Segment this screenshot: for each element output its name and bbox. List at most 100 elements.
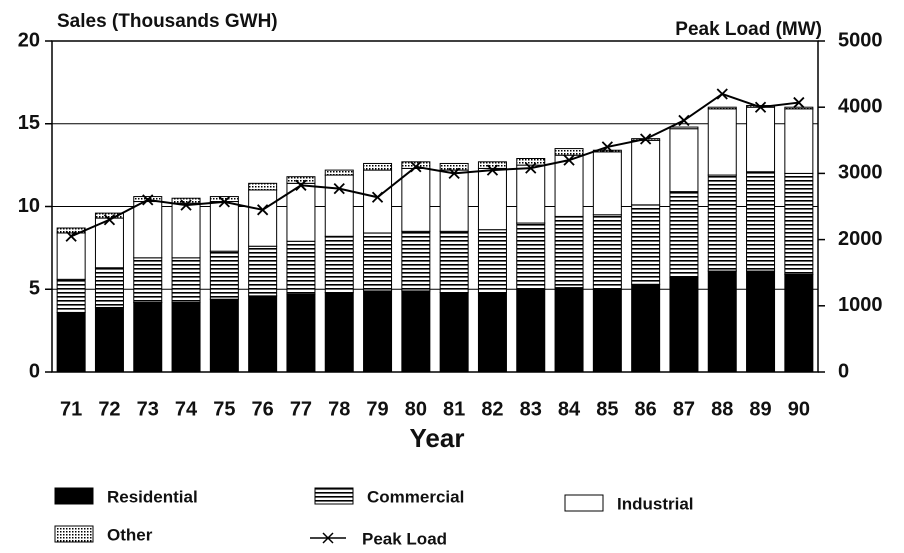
line-marker — [716, 88, 728, 100]
bar-segment — [784, 106, 814, 110]
x-tick-label: 90 — [788, 398, 810, 420]
bar-segment — [707, 108, 737, 176]
bar-segment — [94, 267, 124, 308]
line-marker — [333, 182, 345, 195]
bar-segment — [56, 311, 86, 373]
bar-segment — [592, 288, 622, 373]
bar-segment — [286, 182, 316, 242]
bar-segment — [631, 283, 661, 373]
x-tick-label: 73 — [137, 398, 159, 420]
bar-segment — [209, 298, 239, 373]
legend-marker — [322, 532, 334, 544]
legend-label: Residential — [107, 487, 198, 506]
bar-segment — [439, 230, 469, 294]
bar-segment — [784, 108, 814, 174]
x-tick-label: 88 — [711, 398, 733, 420]
bar-segment — [94, 217, 124, 269]
bar-segment — [324, 174, 354, 237]
line-marker — [640, 133, 652, 145]
x-tick-label: 85 — [596, 398, 618, 420]
line-marker — [142, 194, 154, 206]
line-marker — [754, 101, 767, 113]
line-marker — [371, 191, 384, 203]
x-tick-label: 77 — [290, 398, 312, 420]
y2-tick-label: 3000 — [838, 162, 883, 184]
line-marker — [103, 214, 116, 226]
x-tick-label: 86 — [635, 398, 657, 420]
bar-segment — [746, 106, 776, 173]
bar-segment — [401, 290, 431, 373]
bar-segment — [669, 277, 699, 373]
bar-segment — [133, 301, 163, 373]
bar-segment — [209, 250, 239, 300]
line-marker — [218, 196, 230, 208]
bar-segment — [516, 164, 546, 224]
line-marker — [410, 161, 422, 173]
y2-tick-label: 1000 — [838, 294, 883, 316]
bar-segment — [56, 278, 86, 313]
line-marker — [448, 167, 460, 180]
bar-segment — [784, 273, 814, 373]
bar-segment — [286, 240, 316, 295]
bar-segment — [324, 235, 354, 294]
bar-segment — [516, 288, 546, 373]
bar-segment — [439, 292, 469, 373]
x-tick-label: 87 — [673, 398, 695, 420]
bar-segment — [363, 169, 393, 234]
bar-segment — [631, 139, 661, 206]
bar-segment — [477, 167, 507, 231]
line-marker — [601, 141, 613, 153]
bar-segment — [133, 257, 163, 303]
bar-segment — [248, 245, 278, 297]
bar-segment — [592, 214, 622, 290]
y-tick-label: 15 — [18, 112, 40, 134]
y2-tick-label: 4000 — [838, 95, 883, 117]
bar-segment — [94, 212, 124, 219]
bar-segment — [707, 174, 737, 272]
y-tick-label: 20 — [18, 29, 40, 51]
bar-segment — [516, 222, 546, 290]
bar-segment — [171, 202, 201, 259]
legend-swatch — [54, 487, 94, 505]
y2-tick-label: 5000 — [838, 29, 883, 51]
bar-segment — [401, 230, 431, 292]
legend-label: Industrial — [617, 494, 694, 513]
bar-segment — [248, 182, 278, 191]
bar-segment — [592, 151, 622, 216]
bar-segment — [477, 229, 507, 294]
x-tick-label: 81 — [443, 398, 465, 420]
bar-segment — [363, 162, 393, 171]
legend-swatch — [314, 487, 354, 505]
y-tick-label: 10 — [18, 195, 40, 217]
bar-segment — [784, 172, 814, 275]
line-marker — [180, 199, 192, 211]
bar-segment — [248, 189, 278, 247]
bar-segment — [669, 128, 699, 193]
line-marker — [678, 114, 690, 127]
bar-segment — [477, 292, 507, 373]
bar-segment — [439, 162, 469, 171]
legend-swatch — [564, 494, 604, 512]
bar-segment — [286, 176, 316, 184]
bar-segment — [669, 126, 699, 130]
legend-label: Commercial — [367, 487, 464, 506]
bar-segment — [363, 290, 393, 373]
bar-segment — [516, 158, 546, 166]
y2-tick-label: 2000 — [838, 228, 883, 250]
line-marker — [65, 230, 77, 242]
y2-axis-title: Peak Load (MW) — [675, 19, 822, 40]
y2-tick-label: 0 — [838, 360, 849, 382]
line-marker — [793, 96, 805, 109]
bar-segment — [554, 215, 584, 289]
y-tick-label: 5 — [29, 278, 40, 300]
bar-segment — [248, 295, 278, 373]
x-tick-label: 78 — [328, 398, 350, 420]
bar-segment — [707, 270, 737, 373]
bar-segment — [94, 306, 124, 373]
bar-segment — [171, 197, 201, 204]
x-tick-label: 80 — [405, 398, 427, 420]
bar-segment — [401, 161, 431, 169]
x-tick-label: 89 — [749, 398, 771, 420]
bar-segment — [554, 287, 584, 373]
